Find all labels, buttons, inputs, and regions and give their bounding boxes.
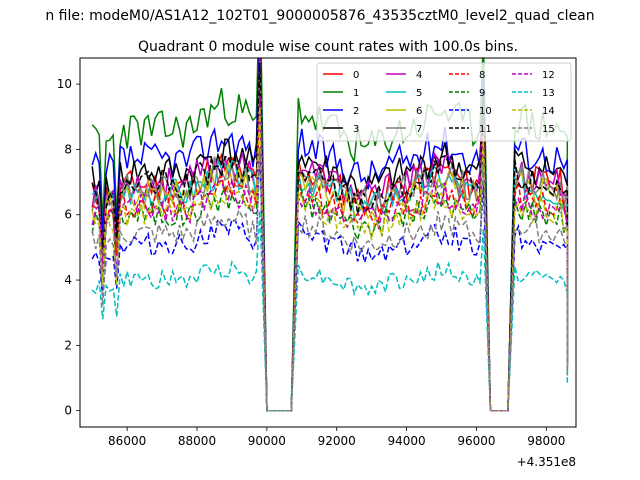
series-line-9 [91, 107, 569, 412]
legend-label-6: 6 [416, 106, 422, 117]
y-tick-label: 4 [64, 273, 72, 287]
legend-label-0: 0 [353, 70, 359, 81]
y-axis: 0 2 4 6 8 10 [57, 77, 80, 418]
x-tick-label: 98000 [527, 434, 565, 448]
x-tick-label: 92000 [318, 434, 356, 448]
legend-label-9: 9 [479, 88, 485, 99]
legend-label-8: 8 [479, 70, 485, 81]
series-line-13 [91, 210, 569, 412]
legend-box [316, 62, 572, 142]
series-line-15 [91, 146, 569, 412]
axes-frame [79, 57, 577, 428]
series-line-4 [91, 58, 569, 412]
series-line-3 [91, 58, 569, 412]
figure-suptitle: n file: modeM0/AS1A12_102T01_9000005876_… [45, 8, 594, 24]
y-tick-label: 0 [64, 404, 72, 418]
series-layer [91, 58, 569, 412]
chart-title: Quadrant 0 module wise count rates with … [138, 39, 518, 55]
series-line-11 [91, 62, 569, 412]
legend-label-3: 3 [353, 124, 359, 135]
legend-label-13: 13 [542, 88, 555, 99]
x-axis: 86000 88000 90000 92000 94000 96000 98000 [108, 427, 565, 448]
legend-label-12: 12 [542, 70, 555, 81]
y-tick-label: 10 [57, 77, 72, 91]
y-tick-label: 8 [64, 142, 72, 156]
x-tick-label: 86000 [108, 434, 146, 448]
series-line-2 [91, 58, 569, 412]
legend-label-1: 1 [353, 88, 359, 99]
series-line-10 [91, 147, 569, 412]
legend-label-7: 7 [416, 124, 422, 135]
x-tick-label: 90000 [248, 434, 286, 448]
x-tick-label: 94000 [387, 434, 425, 448]
legend-label-14: 14 [542, 106, 555, 117]
legend-label-15: 15 [542, 124, 555, 135]
series-line-14 [91, 106, 569, 412]
legend-label-4: 4 [416, 70, 422, 81]
x-tick-label: 96000 [457, 434, 495, 448]
x-tick-label: 88000 [178, 434, 216, 448]
x-offset-label: +4.351e8 [517, 455, 576, 469]
legend-label-2: 2 [353, 106, 359, 117]
y-tick-label: 2 [64, 338, 72, 352]
y-tick-label: 6 [64, 208, 72, 222]
legend-label-10: 10 [479, 106, 492, 117]
legend-label-5: 5 [416, 88, 422, 99]
legend-label-11: 11 [479, 124, 492, 135]
